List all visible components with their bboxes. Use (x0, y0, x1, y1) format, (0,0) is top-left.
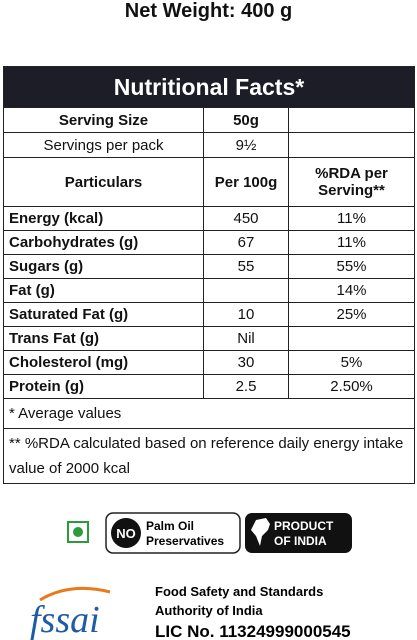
cell: Servings per pack (3, 132, 204, 158)
cell: Fat (g) (3, 278, 204, 303)
of-india: OF INDIA (274, 534, 327, 548)
table-title: Nutritional Facts* (2, 66, 416, 108)
cell: 30 (203, 350, 289, 375)
cell: Sugars (g) (3, 254, 204, 279)
nutrition-table: Nutritional Facts* Serving Size 50g Serving… (2, 66, 416, 484)
column-header: Particulars Per 100g %RDA per Serving** (3, 157, 416, 207)
nutrient-row: Trans Fat (g) Nil (3, 326, 416, 351)
license: LIC No. 11324999000545 (155, 622, 351, 640)
fssai-logo: fssai (30, 599, 100, 640)
footnote: ** %RDA calculated based on reference da… (2, 428, 416, 484)
net-weight: Net Weight: 400 g (124, 0, 293, 22)
cell: 11% (287, 230, 416, 255)
cell: 55% (287, 254, 416, 279)
cell: 2.50% (287, 374, 416, 399)
cell (287, 132, 416, 158)
cell: 5% (287, 350, 416, 375)
cell: Saturated Fat (g) (3, 302, 204, 327)
nutrient-row: Fat (g) 14% (3, 278, 416, 303)
cell (203, 278, 289, 303)
fssai-line2: Authority of India (155, 603, 263, 618)
cell: Serving Size (3, 107, 204, 133)
cell: Trans Fat (g) (3, 326, 204, 351)
cell: 25% (287, 302, 416, 327)
nutrient-row: Carbohydrates (g) 67 11% (3, 230, 416, 255)
product: PRODUCT (274, 519, 334, 533)
footnote-row: * Average values (2, 398, 416, 429)
india-map (251, 518, 270, 546)
cell: Nil (203, 326, 289, 351)
fssai-line1: Food Safety and Standards (155, 584, 323, 599)
nutrient-row: Sugars (g) 55 55% (3, 254, 416, 279)
cell: 14% (287, 278, 416, 303)
cell (287, 107, 416, 133)
cell: 11% (287, 206, 416, 231)
cell: 55 (203, 254, 289, 279)
preservatives: Preservatives (146, 534, 224, 548)
nutrient-row: Cholesterol (mg) 30 5% (3, 350, 416, 375)
nutrient-row: Saturated Fat (g) 10 25% (3, 302, 416, 327)
cell (287, 326, 416, 351)
serving-row: Serving Size 50g (3, 107, 416, 133)
cell: Energy (kcal) (3, 206, 204, 231)
palm-oil-badge (105, 512, 241, 554)
fssai-arc (39, 586, 111, 602)
veg-dot (73, 527, 83, 537)
cell: 10 (203, 302, 289, 327)
veg-symbol (67, 521, 89, 543)
serving-row: Servings per pack 9½ (3, 132, 416, 158)
cell: Carbohydrates (g) (3, 230, 204, 255)
footnote: * Average values (2, 398, 416, 429)
cell: 2.5 (203, 374, 289, 399)
cell: 50g (203, 107, 289, 133)
cell: Cholesterol (mg) (3, 350, 204, 375)
cell: Protein (g) (3, 374, 204, 399)
badges-and-logo: NO Palm Oil Preservatives PRODUCT OF IND… (30, 512, 352, 640)
nutrient-row: Protein (g) 2.5 2.50% (3, 374, 416, 399)
india-badge (245, 513, 352, 553)
column-header-cell: Particulars (3, 157, 204, 207)
cell: 9½ (203, 132, 289, 158)
no-circle (111, 518, 141, 548)
column-header-cell: Per 100g (203, 157, 289, 207)
no-text: NO (116, 526, 136, 541)
column-header-cell: %RDA per Serving** (287, 157, 416, 207)
footnote-row: ** %RDA calculated based on reference da… (2, 428, 416, 484)
cell: 450 (203, 206, 289, 231)
palm-oil: Palm Oil (146, 519, 194, 533)
nutrient-row: Energy (kcal) 450 11% (3, 206, 416, 231)
cell: 67 (203, 230, 289, 255)
